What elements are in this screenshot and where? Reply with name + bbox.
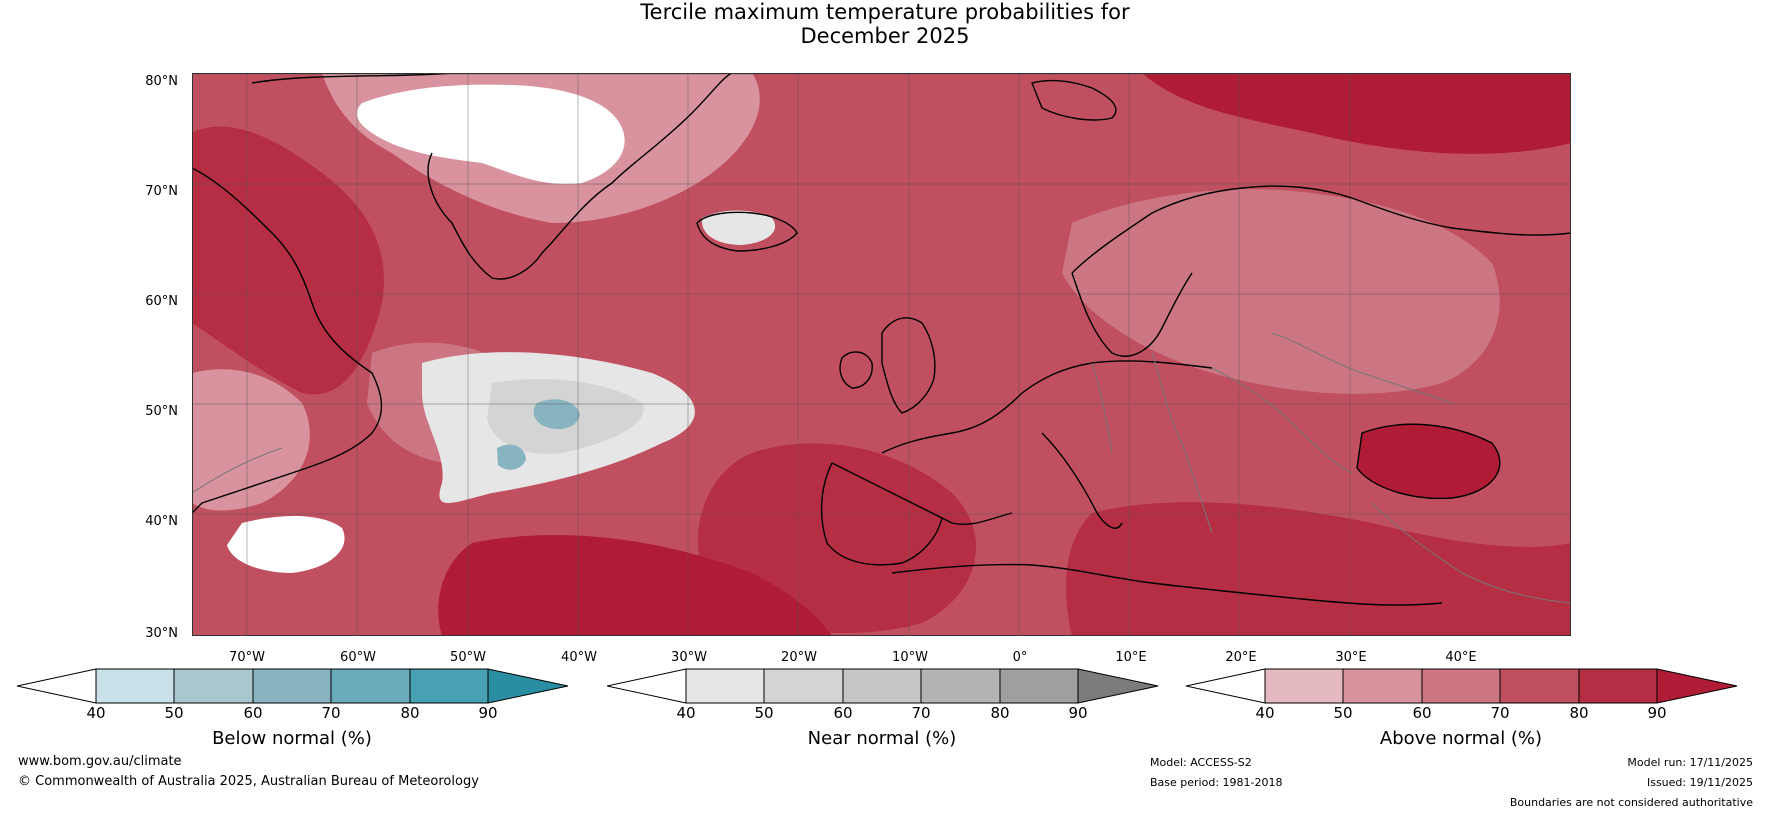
lon-label: 20°E: [1225, 650, 1257, 665]
lon-label: 20°W: [781, 650, 817, 665]
cbar-near-40-50: [686, 669, 764, 703]
disclaimer: Boundaries are not considered authoritat…: [1509, 796, 1753, 809]
model-run: Model run: 17/11/2025: [1627, 756, 1753, 769]
greenland-low-probability: [356, 84, 625, 184]
iceland-low-probability: [701, 210, 776, 245]
cbar-above-80-90: [1579, 669, 1657, 703]
cbar-tick: 60: [243, 704, 263, 722]
cbar-tick: 50: [754, 704, 774, 722]
colorbar-above-normal: [1186, 668, 1738, 704]
lat-label: 40°N: [145, 514, 178, 529]
lon-label: 60°W: [340, 650, 376, 665]
copyright: © Commonwealth of Australia 2025, Austra…: [18, 774, 479, 789]
cbar-below-under: [17, 668, 97, 704]
cbar-tick: 40: [676, 704, 696, 722]
lat-label: 60°N: [145, 294, 178, 309]
cbar-tick: 90: [478, 704, 498, 722]
coastlines: [192, 73, 1571, 606]
cbar-tick: 80: [400, 704, 420, 722]
lon-label: 40°E: [1445, 650, 1477, 665]
lat-label: 80°N: [145, 74, 178, 89]
colorbar-near-normal: [607, 668, 1159, 704]
lon-label: 50°W: [450, 650, 486, 665]
lon-label: 40°W: [561, 650, 597, 665]
cbar-tick: 90: [1068, 704, 1088, 722]
cbar-title-above: Above normal (%): [1379, 728, 1543, 749]
lon-label: 10°W: [892, 650, 928, 665]
title-line-2: December 2025: [800, 24, 970, 48]
cbar-tick: 40: [1255, 704, 1275, 722]
cbar-near-60-70: [843, 669, 921, 703]
cbar-below-40-50: [96, 669, 174, 703]
cbar-tick: 60: [1412, 704, 1432, 722]
cbar-above-40-50: [1265, 669, 1343, 703]
cbar-near-over: [1078, 669, 1158, 703]
lat-label: 70°N: [145, 184, 178, 199]
issued-date: Issued: 19/11/2025: [1646, 776, 1753, 789]
lon-label: 10°E: [1115, 650, 1147, 665]
cbar-tick: 70: [1490, 704, 1510, 722]
base-period: Base period: 1981-2018: [1150, 776, 1283, 789]
above-normal-90-blacksea: [1357, 424, 1500, 499]
lat-label: 50°N: [145, 404, 178, 419]
southwest-low-probability: [227, 516, 345, 573]
cbar-tick: 70: [911, 704, 931, 722]
cbar-tick: 60: [833, 704, 853, 722]
below-normal-patch-2: [497, 444, 526, 470]
cbar-below-70-80: [331, 669, 410, 703]
cbar-above-over: [1657, 669, 1737, 703]
cbar-below-60-70: [253, 669, 331, 703]
cbar-above-60-70: [1422, 669, 1500, 703]
above-normal-50-60-scandinavia: [1062, 189, 1500, 394]
lon-label: 30°E: [1335, 650, 1367, 665]
website-link[interactable]: www.bom.gov.au/climate: [18, 754, 182, 769]
cbar-title-below: Below normal (%): [212, 728, 372, 749]
lon-label: 0°: [1012, 650, 1028, 665]
cbar-tick: 80: [1569, 704, 1589, 722]
cbar-tick: 90: [1647, 704, 1667, 722]
cbar-near-50-60: [764, 669, 843, 703]
cbar-above-under: [1186, 668, 1266, 704]
below-normal-patch-1: [533, 399, 580, 430]
cbar-tick: 40: [86, 704, 106, 722]
cbar-below-50-60: [174, 669, 253, 703]
cbar-title-near: Near normal (%): [807, 728, 957, 749]
probability-map: [192, 73, 1571, 636]
cbar-tick: 70: [321, 704, 341, 722]
model-label: Model: ACCESS-S2: [1150, 756, 1252, 769]
above-normal-80-90-west: [192, 126, 384, 395]
title-line-1: Tercile maximum temperature probabilitie…: [640, 0, 1130, 24]
cbar-tick: 50: [164, 704, 184, 722]
lon-label: 30°W: [671, 650, 707, 665]
colorbar-below-normal: [17, 668, 569, 704]
cbar-near-under: [607, 668, 687, 704]
cbar-tick: 50: [1333, 704, 1353, 722]
above-normal-90-south: [438, 534, 832, 636]
above-normal-90-mediterranean: [1066, 502, 1571, 636]
lon-label: 70°W: [229, 650, 265, 665]
cbar-above-50-60: [1343, 669, 1422, 703]
lat-label: 30°N: [145, 626, 178, 641]
borders: [192, 332, 1571, 604]
cbar-below-80-90: [410, 669, 488, 703]
cbar-near-70-80: [921, 669, 1000, 703]
cbar-tick: 80: [990, 704, 1010, 722]
above-normal-90-arctic: [1142, 73, 1571, 154]
cbar-below-over: [488, 669, 568, 703]
chart-title: Tercile maximum temperature probabilitie…: [585, 0, 1185, 48]
cbar-near-80-90: [1000, 669, 1078, 703]
cbar-above-70-80: [1500, 669, 1579, 703]
